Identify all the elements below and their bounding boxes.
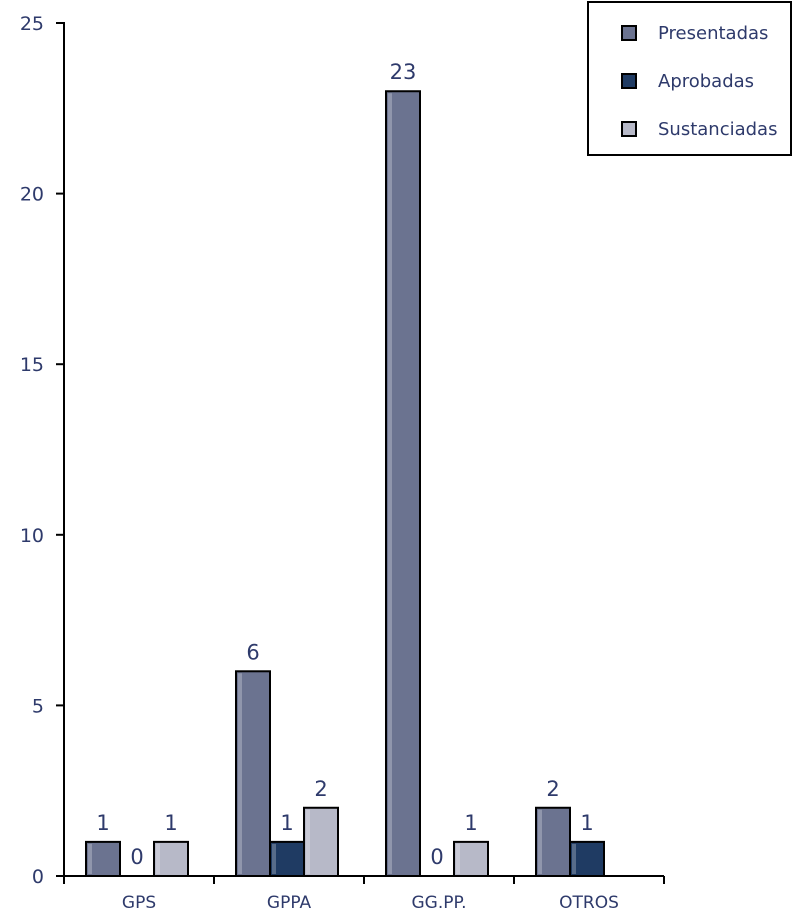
y-tick-label: 15 (20, 354, 44, 376)
bar-highlight (272, 843, 276, 874)
bar-presentadas (385, 90, 421, 878)
bar-highlight (238, 673, 242, 874)
data-label: 2 (314, 777, 327, 801)
x-category-label: GPPA (267, 893, 312, 913)
bar-highlight (306, 809, 310, 874)
data-label: 0 (130, 845, 143, 869)
legend-label: Sustanciadas (658, 119, 777, 140)
legend-swatch (621, 25, 637, 41)
legend-swatch (621, 121, 637, 137)
y-tick-label: 0 (32, 866, 44, 888)
legend-label: Aprobadas (658, 71, 754, 92)
bar-highlight (572, 843, 576, 874)
data-label: 1 (464, 811, 477, 835)
data-label: 0 (430, 845, 443, 869)
legend-swatch (621, 73, 637, 89)
x-category-label: OTROS (559, 893, 619, 913)
bar-highlight (156, 843, 160, 874)
data-label: 2 (546, 777, 559, 801)
data-label: 6 (246, 640, 259, 664)
bar-sustanciadas (303, 806, 339, 878)
bar-aprobadas (569, 840, 605, 878)
y-tick-label: 25 (20, 13, 44, 35)
bar-presentadas (235, 670, 271, 878)
y-tick-label: 10 (20, 525, 44, 547)
bar-highlight (388, 93, 392, 875)
x-category-label: GG.PP. (411, 893, 466, 913)
legend-label: Presentadas (658, 23, 768, 44)
bar-sustanciadas (453, 840, 489, 878)
data-label: 23 (390, 60, 417, 84)
x-category-label: GPS (122, 893, 156, 913)
data-label: 1 (280, 811, 293, 835)
bar-highlight (456, 843, 460, 874)
data-label: 1 (164, 811, 177, 835)
bar-sustanciadas (153, 840, 189, 878)
y-tick-label: 5 (32, 695, 44, 717)
bar-highlight (538, 809, 542, 874)
data-label: 1 (580, 811, 593, 835)
data-label: 1 (96, 811, 109, 835)
bar-highlight (88, 843, 92, 874)
y-tick-label: 20 (20, 184, 44, 206)
bar-presentadas (85, 840, 121, 878)
bar-aprobadas (269, 840, 305, 878)
